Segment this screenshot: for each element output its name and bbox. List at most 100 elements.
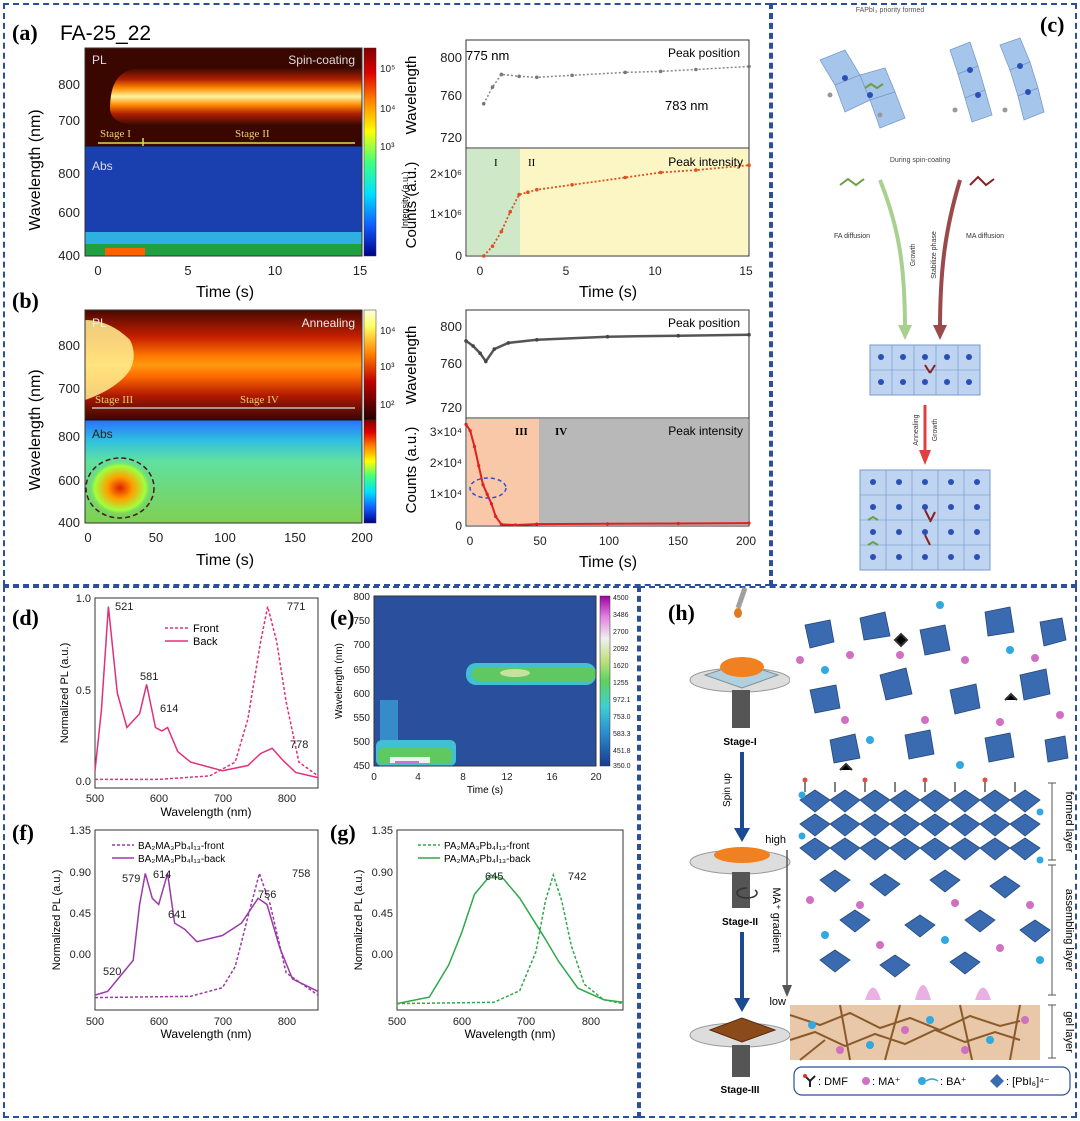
svg-text:700: 700 [353,640,370,651]
svg-text:500: 500 [86,1016,104,1028]
svg-text:10⁵: 10⁵ [380,64,395,75]
svg-text:500: 500 [388,1016,406,1028]
b-peak-intensity-point [747,521,751,525]
h-assembling-layer [806,869,1051,1000]
chart-a-peak-intensity [465,147,751,258]
peak-intensity-point [490,244,495,248]
ylabel-f: Normalized PL (a.u.) [51,870,63,970]
svg-text:0.90: 0.90 [372,867,393,879]
legend-a-intensity: Peak intensity [668,155,743,169]
svg-text:0.00: 0.00 [70,949,91,961]
xlabel-f: Wavelength (nm) [161,1027,252,1041]
xlabel-d: Wavelength (nm) [161,805,252,819]
peak-intensity-point [535,187,539,192]
xlabel-b-right: Time (s) [579,554,637,571]
peak-position-point [623,70,627,75]
heatmap-a-pl [84,47,363,257]
svg-text:600: 600 [58,205,80,220]
axis-d: 1.0 0.5 0.0 500 600 700 800 [76,593,296,805]
svg-text:4: 4 [415,772,421,783]
svg-text:10: 10 [648,264,662,278]
ma-molecule-icon [969,175,995,187]
c-crystal-middle [869,344,981,396]
svg-text:2700: 2700 [613,629,629,636]
series-pa-back-line [396,874,624,1005]
ba-ion-icon [918,1077,939,1085]
peak-intensity-point [623,175,627,180]
svg-text:600: 600 [150,1016,168,1028]
ylabel-b: Wavelength (nm) [27,369,44,490]
ylabel-a-rt: Wavelength [403,56,420,135]
peak-intensity-point [658,170,663,175]
panel-label-h: (h) [668,600,695,625]
b-peak-position-point [478,351,482,356]
legend-b-intensity: Peak intensity [668,424,743,438]
svg-text:778: 778 [290,739,308,751]
h-stage-1: Stage-I [723,737,757,748]
svg-text:579: 579 [122,873,140,885]
b-peak-position-point [676,333,681,338]
heatmap-e [373,595,597,767]
pbi6-octahedron-icon [990,1074,1004,1088]
svg-text:0.45: 0.45 [372,908,393,920]
svg-text:0.90: 0.90 [70,867,91,879]
panel-label-e: (e) [330,605,354,630]
label-a-process: Spin-coating [288,53,355,67]
annot-783: 783 nm [665,98,708,113]
peak-intensity-point [526,190,530,194]
panel-label-b: (b) [12,288,39,313]
peak-position-point [570,73,574,78]
label-region-IV: IV [555,426,567,438]
svg-text:0: 0 [477,264,484,278]
c-growth2: Growth [932,419,939,442]
svg-text:1.35: 1.35 [372,825,393,837]
b-peak-intensity-point [468,429,472,433]
c-crystal-bottom [859,469,991,571]
svg-text:450: 450 [353,761,370,772]
peak-intensity-point [694,168,698,172]
label-a-abs: Abs [92,159,113,173]
h-high: high [765,834,786,846]
peak-intensity-line [483,164,750,257]
peak-position-point [694,67,698,72]
b-peak-intensity-point [489,502,494,506]
svg-text:800: 800 [58,429,80,444]
c-annealing: Annealing [913,414,920,445]
svg-text:771: 771 [287,601,305,613]
svg-text:10³: 10³ [380,142,395,153]
svg-text:0.5: 0.5 [76,685,91,697]
peak-position-point [658,69,663,74]
peak-position-point [490,85,495,89]
svg-text:614: 614 [160,703,178,715]
svg-text:1.0: 1.0 [76,593,91,605]
svg-text:800: 800 [278,1016,296,1028]
h-spin-up: Spin up [722,773,733,807]
peak-position-point [535,75,539,80]
svg-text:100: 100 [214,530,236,545]
svg-text:700: 700 [517,1016,535,1028]
xlabel-a-right: Time (s) [579,284,637,301]
svg-text:100: 100 [599,534,619,548]
peak-intensity-point [517,192,521,197]
svg-text:550: 550 [353,713,370,724]
svg-text:150: 150 [284,530,306,545]
h-spin-stage-1 [689,587,791,728]
stabilize-arrow [938,179,962,331]
label-stage-4: Stage IV [240,394,279,406]
series-front-line [95,606,319,781]
svg-text:15: 15 [739,264,753,278]
sample-name: FA-25_22 [60,22,151,45]
svg-text:1×10⁶: 1×10⁶ [430,207,462,221]
label-b-pl: PL [92,316,107,330]
plot-f-frame [94,829,319,1011]
peaks-g: 645 742 [485,871,586,883]
svg-text:0: 0 [94,263,101,278]
series-ba-front-line [94,870,319,999]
growth-arrow [878,179,907,331]
svg-text:16: 16 [546,772,558,783]
colorbar-a-ticks: 10⁵ 10⁴ 10³ [380,64,395,153]
xlabel-b: Time (s) [196,552,254,569]
colorbar-e-ticks: 4500 3486 2700 2092 1620 1255 972.1 753.… [613,595,631,770]
peak-position-point [481,102,486,106]
